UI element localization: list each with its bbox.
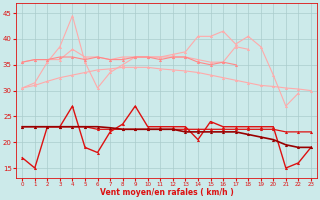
X-axis label: Vent moyen/en rafales ( km/h ): Vent moyen/en rafales ( km/h ) <box>100 188 234 197</box>
